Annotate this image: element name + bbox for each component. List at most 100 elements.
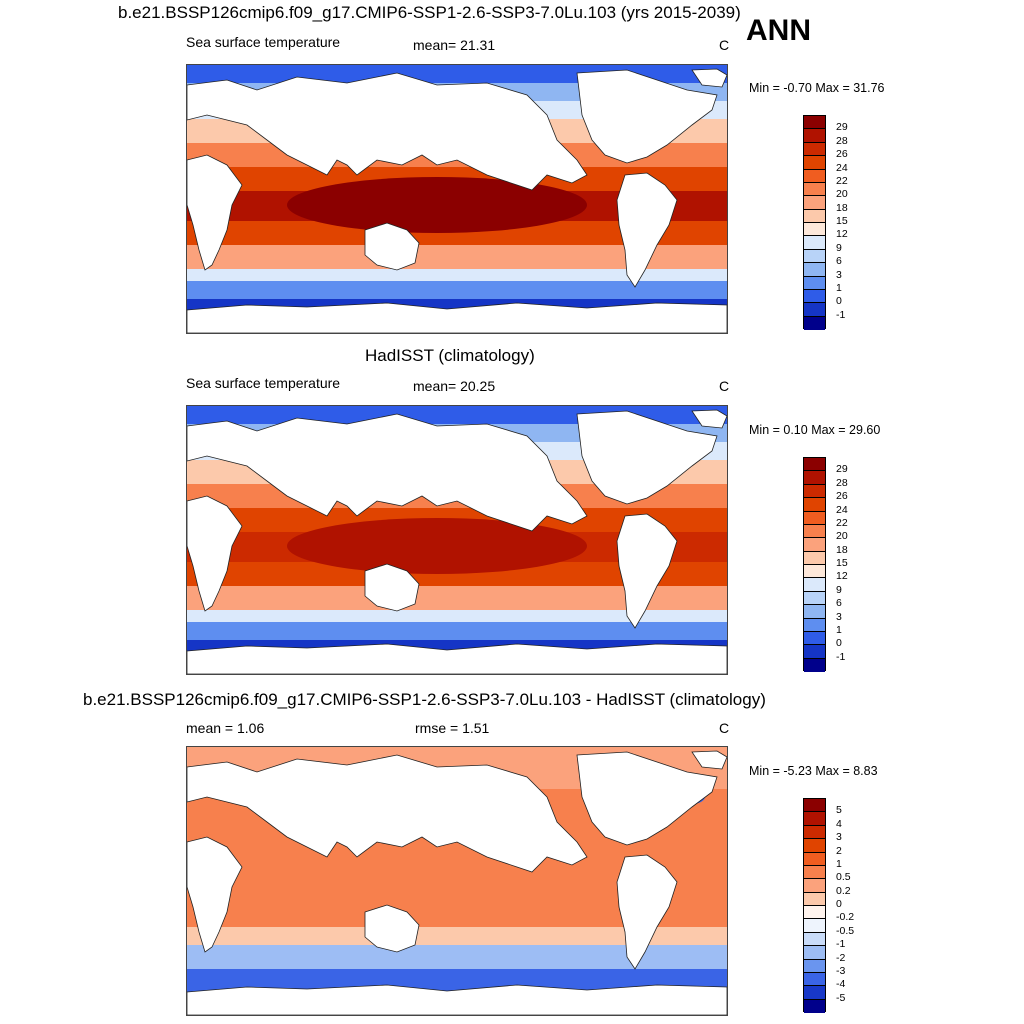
colorbar-swatch [804,116,825,130]
colorbar-swatch [804,289,825,304]
colorbar-tick-label: -0.5 [836,924,855,937]
sst-band [187,849,727,856]
colorbar-tick-label: 26 [836,148,848,161]
colorbar-swatch [804,631,825,646]
continent-outline [691,409,727,429]
colorbar-swatch [804,249,825,264]
panel-3-rmse-label: rmse = 1.51 [415,720,490,736]
colorbar-swatch [804,511,825,525]
sst-band [187,251,727,258]
colorbar-swatch [804,551,825,565]
sst-band [187,951,727,958]
colorbar-swatch [804,852,825,866]
colorbar-tick-label: -1 [836,650,846,663]
sst-band [187,915,727,922]
sst-band [187,921,727,928]
colorbar-tick-label: -0.2 [836,911,855,924]
colorbar-tick-label: 29 [836,463,848,476]
colorbar-swatch [804,879,825,893]
colorbar-swatch [804,223,825,237]
panel-1-mean-label: mean= 21.31 [413,37,496,53]
panel-1-title: b.e21.BSSP126cmip6.f09_g17.CMIP6-SSP1-2.… [118,3,741,22]
colorbar-swatch [804,972,825,987]
sst-band [187,269,727,276]
sst-band [187,245,727,252]
sst-band [187,508,727,515]
colorbar-tick-label: 0 [836,637,842,650]
continent-outline [364,904,420,953]
sst-band [187,975,727,982]
panel-2-variable-label: Sea surface temperature [186,375,341,391]
colorbar-swatch [804,209,825,223]
colorbar-swatch [804,276,825,290]
panel-1-map [186,64,728,334]
panel-2-map [186,405,728,675]
colorbar-swatch [804,263,825,277]
continent-outline [187,302,727,333]
colorbar-swatch [804,932,825,947]
continent-outline [187,154,243,271]
sst-band [187,855,727,862]
panel-1-variable-label: Sea surface temperature [186,34,341,50]
colorbar-swatch [804,825,825,840]
colorbar-swatch [804,919,825,933]
panel-3-units-label: C [719,720,730,736]
colorbar-swatch [804,959,825,973]
colorbar-tick-label: 0.5 [836,871,851,884]
sst-band [187,418,727,425]
sst-band [187,514,727,521]
colorbar-swatch [804,484,825,499]
colorbar-swatch [804,906,825,920]
colorbar-tick-label: 5 [836,804,842,817]
sst-band [187,759,727,766]
sst-band [187,945,727,952]
colorbar-tick-label: 6 [836,597,842,610]
colorbar-tick-label: -2 [836,951,846,964]
continent-outline [616,854,678,970]
panel-2-minmax: Min = 0.10 Max = 29.60 [749,423,881,437]
continent-outline [187,72,588,191]
colorbar-swatch [804,303,825,317]
colorbar-tick-label: 20 [836,530,848,543]
colorbar-swatch [804,142,825,157]
colorbar-tick-label: 18 [836,201,848,214]
continent-outline [691,68,727,88]
continent-outline [364,222,420,271]
sst-band [187,299,727,306]
sst-band [187,891,727,898]
colorbar-tick-label: -1 [836,308,846,321]
colorbar-swatch [804,578,825,592]
sst-band [187,586,727,593]
continent-outline [616,172,678,288]
colorbar-tick-label: 0.2 [836,884,851,897]
sst-band [187,412,727,419]
colorbar-tick-label: 24 [836,503,848,516]
colorbar-swatch [804,169,825,183]
colorbar-swatch [804,471,825,485]
panel-2-colorbar [803,457,826,672]
colorbar-swatch [804,538,825,552]
continent-outline [187,754,588,873]
colorbar-tick-label: 9 [836,241,842,254]
sst-band [187,610,727,617]
colorbar-swatch [804,999,825,1013]
colorbar-swatch [804,524,825,539]
sst-band [187,293,727,300]
panel-1-units-label: C [719,37,730,53]
colorbar-tick-label: 12 [836,570,848,583]
sst-band [187,634,727,641]
sst-band [187,933,727,940]
colorbar-swatch [804,156,825,170]
sst-band [187,861,727,868]
sst-band [187,406,727,413]
colorbar-tick-label: 3 [836,610,842,623]
continent-outline [576,410,718,505]
sst-band [187,903,727,910]
panel-1-colorbar [803,115,826,330]
sst-band [187,927,727,934]
colorbar-tick-label: 3 [836,831,842,844]
panel-2-title: HadISST (climatology) [365,346,535,365]
colorbar-swatch [804,129,825,143]
sst-band [187,173,727,180]
sst-band [187,909,727,916]
